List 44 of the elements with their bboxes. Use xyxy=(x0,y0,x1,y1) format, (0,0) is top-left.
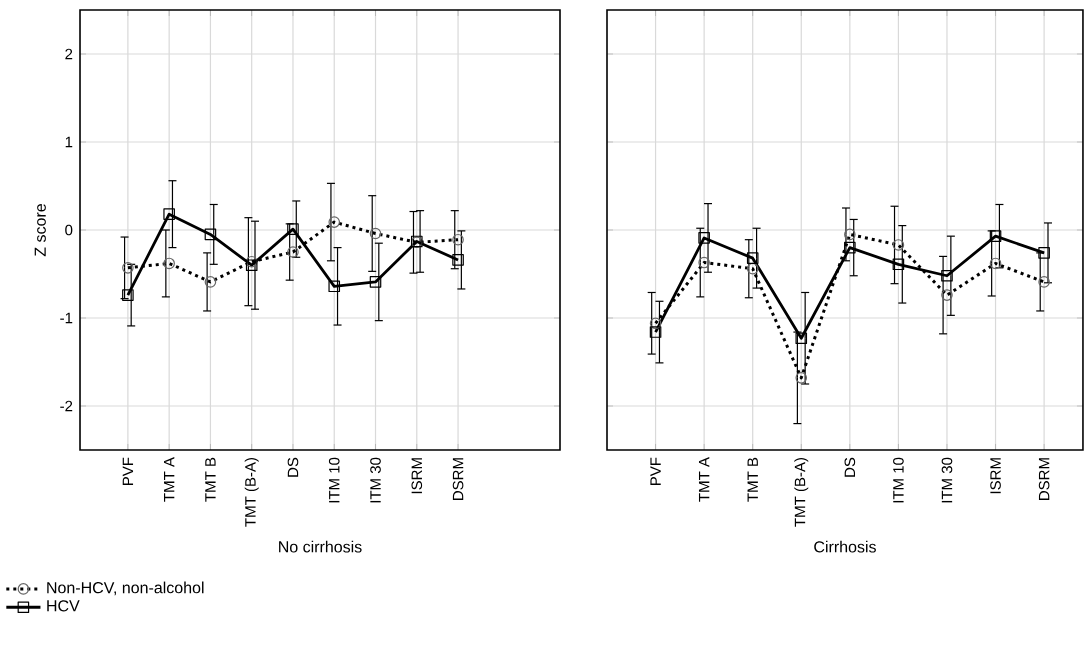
y-tick-label: 1 xyxy=(65,136,73,148)
x-tick-label: PVF xyxy=(650,457,661,486)
point xyxy=(746,252,759,264)
legend-label: Non-HCV, non-alcohol xyxy=(47,581,204,596)
x-tick-label: ITM 10 xyxy=(328,457,340,503)
x-tick-label: PVF xyxy=(122,457,134,486)
point xyxy=(989,230,1002,242)
y-tick-label: -2 xyxy=(60,400,73,412)
point xyxy=(163,208,175,220)
x-tick-label: TMT A xyxy=(698,457,710,502)
point xyxy=(795,332,808,345)
x-tick-label: ISRM xyxy=(411,458,423,494)
point xyxy=(204,228,217,241)
point xyxy=(245,259,258,271)
y-tick-label: 0 xyxy=(65,224,73,236)
point xyxy=(287,223,299,235)
x-tick-label: TMT A xyxy=(164,457,175,502)
point xyxy=(369,276,382,288)
point xyxy=(844,241,856,254)
point xyxy=(941,269,953,282)
legend-label: HCV xyxy=(47,600,80,612)
x-tick-label: ITM 10 xyxy=(893,457,904,503)
x-tick-label: DSRM xyxy=(1038,458,1050,500)
x-tick-label: DSRM xyxy=(452,458,464,500)
x-tick-label: TMT (B-A) xyxy=(244,457,259,527)
y-tick-label: -1 xyxy=(60,312,73,324)
point xyxy=(698,232,710,244)
point xyxy=(1038,247,1050,259)
x-axis-title: Cirrhosis xyxy=(814,540,876,553)
point xyxy=(649,326,662,338)
x-tick-label: DS xyxy=(287,457,299,477)
x-tick-label: TMT B xyxy=(747,457,758,502)
point xyxy=(328,280,341,293)
x-tick-label: ITM 30 xyxy=(941,457,953,503)
y-axis-title: Z score xyxy=(34,204,46,257)
point xyxy=(892,258,905,271)
x-tick-label: ISRM xyxy=(990,458,1001,494)
x-tick-label: DS xyxy=(844,457,856,477)
y-tick-label: 2 xyxy=(65,48,73,60)
x-axis-title: No cirrhosis xyxy=(279,540,362,553)
point xyxy=(452,254,464,266)
x-tick-label: ITM 30 xyxy=(370,457,381,503)
x-tick-label: TMT B xyxy=(205,457,216,502)
x-tick-label: TMT (B-A) xyxy=(794,457,809,527)
